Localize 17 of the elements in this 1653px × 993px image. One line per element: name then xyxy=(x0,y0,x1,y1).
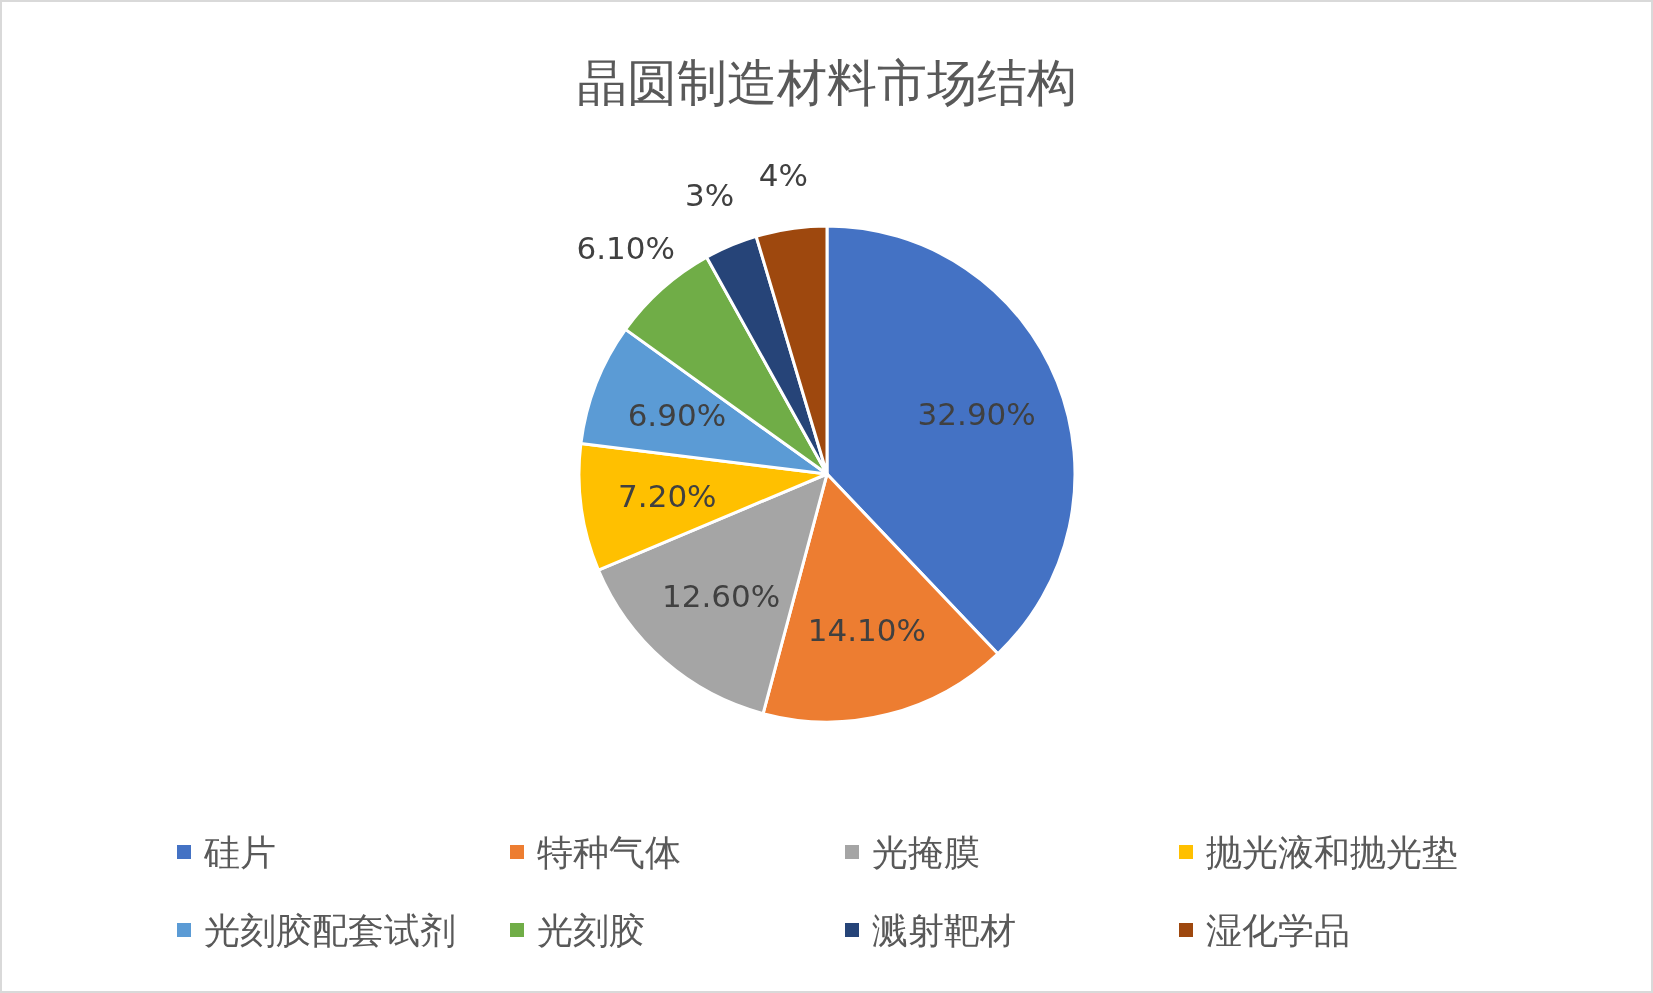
legend-label: 光掩膜 xyxy=(872,832,980,873)
data-label: 4% xyxy=(758,156,808,193)
legend-label: 光刻胶 xyxy=(537,910,645,951)
data-label: 6.10% xyxy=(576,230,676,267)
legend-label: 光刻胶配套试剂 xyxy=(204,910,456,951)
data-label: 12.60% xyxy=(662,577,781,614)
data-label: 7.20% xyxy=(618,478,717,515)
chart-title: 晶圆制造材料市场结构 xyxy=(576,54,1077,112)
legend-label: 湿化学品 xyxy=(1206,910,1350,951)
data-label: 3% xyxy=(685,177,735,214)
legend-label: 抛光液和抛光垫 xyxy=(1206,832,1458,873)
legend-label: 硅片 xyxy=(203,832,276,873)
legend-label: 特种气体 xyxy=(537,832,681,873)
legend-label: 溅射靶材 xyxy=(872,910,1016,951)
data-label: 6.90% xyxy=(627,397,727,434)
data-label: 14.10% xyxy=(807,612,926,649)
data-label: 32.90% xyxy=(917,396,1036,433)
